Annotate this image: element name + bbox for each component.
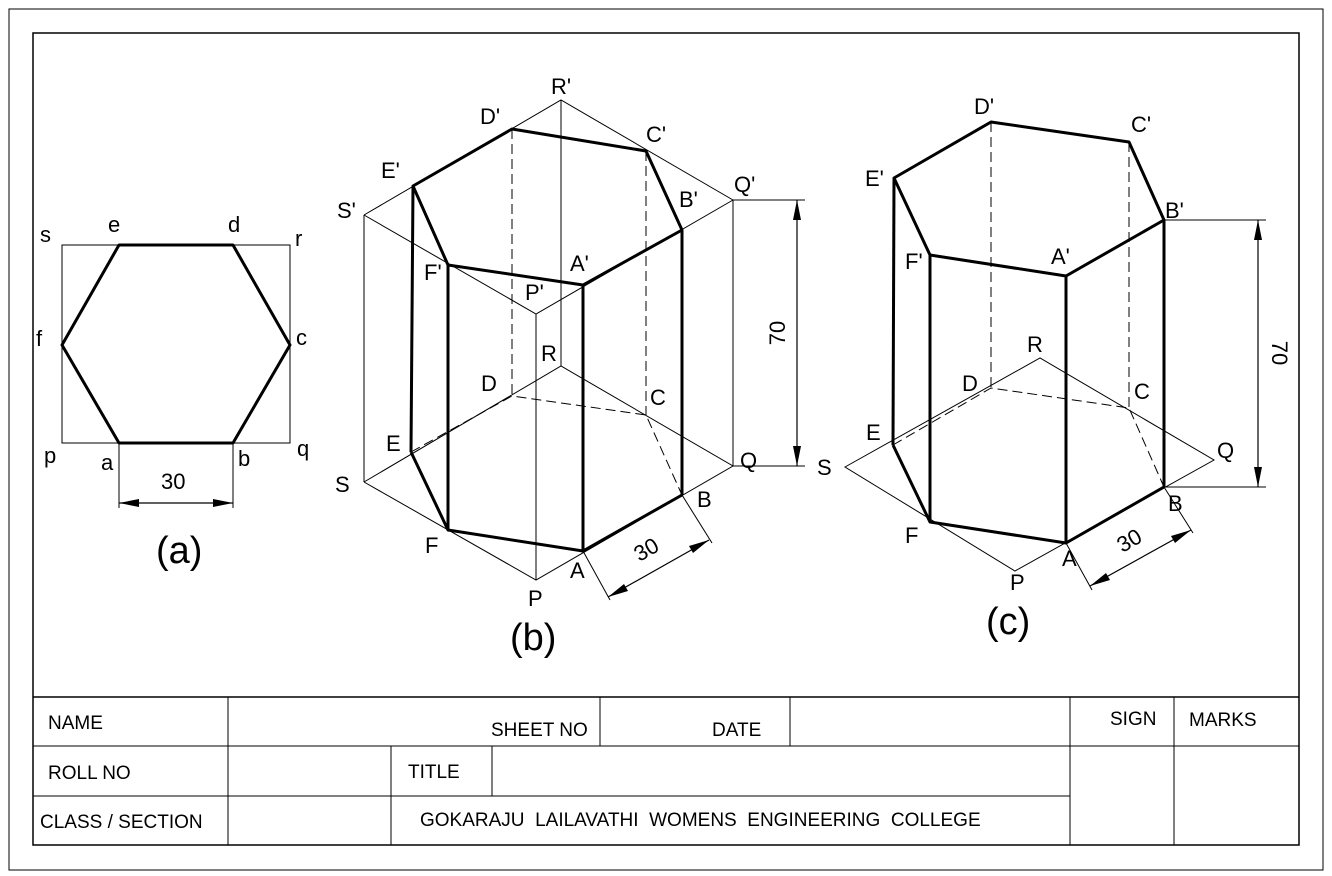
figure-b-prism-isometric-with-box: 70 30 R' D' C' E' Q' B' S' F' A' P' R D … [335, 74, 805, 659]
label-A: A [1062, 546, 1077, 571]
label-R-prime: R' [551, 74, 571, 99]
label-C-prime: C' [646, 122, 666, 147]
title-label: TITLE [408, 762, 460, 783]
label-r: r [295, 226, 302, 251]
label-D: D [962, 371, 978, 396]
label-A-prime: A' [1051, 244, 1070, 269]
sheet-no-label: SHEET NO [491, 720, 588, 741]
outer-border [8, 8, 1324, 871]
label-d: d [228, 212, 240, 237]
label-Q-prime: Q' [734, 172, 755, 197]
side-dimension-30: 30 [1112, 524, 1146, 558]
label-p: p [44, 443, 56, 468]
caption-b: (b) [510, 617, 556, 659]
dimension-30: 30 [161, 469, 185, 494]
height-dimension-70: 70 [765, 321, 790, 345]
caption-a: (a) [156, 530, 202, 572]
label-E-prime: E' [865, 166, 884, 191]
label-A: A [570, 558, 585, 583]
label-B-prime: B' [679, 187, 698, 212]
side-dimension-30: 30 [629, 533, 663, 567]
label-D: D [481, 371, 497, 396]
label-A-prime: A' [570, 251, 589, 276]
label-s: s [40, 222, 51, 247]
height-dimension-70: 70 [1267, 341, 1292, 365]
label-Q: Q [1217, 438, 1234, 463]
label-E-prime: E' [381, 158, 400, 183]
marks-label: MARKS [1189, 710, 1257, 731]
label-C: C [650, 385, 666, 410]
label-F: F [425, 533, 438, 558]
label-a: a [101, 450, 114, 475]
date-label: DATE [712, 720, 761, 741]
college-name: GOKARAJU LAILAVATHI WOMENS ENGINEERING C… [420, 810, 981, 831]
sign-label: SIGN [1110, 709, 1156, 730]
figure-c-prism-isometric: 70 30 D' C' E' B' F' A' R D C E Q S B F … [817, 94, 1292, 643]
label-b: b [238, 446, 250, 471]
label-P: P [528, 586, 543, 611]
label-D-prime: D' [974, 94, 994, 119]
label-B-prime: B' [1165, 198, 1184, 223]
label-q: q [297, 436, 309, 461]
label-S: S [817, 455, 832, 480]
label-Q: Q [740, 448, 757, 473]
label-R: R [541, 341, 557, 366]
label-P-prime: P' [525, 280, 544, 305]
label-B: B [697, 487, 712, 512]
label-f: f [36, 326, 43, 351]
title-block: NAME SHEET NO DATE SIGN MARKS ROLL NO TI… [33, 696, 1299, 845]
label-R: R [1027, 332, 1043, 357]
label-c: c [296, 325, 307, 350]
label-P: P [1010, 570, 1025, 595]
label-E: E [386, 431, 401, 456]
label-D-prime: D' [480, 104, 500, 129]
label-S-prime: S' [337, 198, 356, 223]
label-F: F [905, 523, 918, 548]
name-label: NAME [48, 713, 103, 734]
label-F-prime: F' [424, 260, 442, 285]
figure-a-hexagon-top-view: s e d r f c p a b q 30 (a) [36, 212, 309, 572]
caption-c: (c) [986, 601, 1030, 643]
label-C-prime: C' [1131, 112, 1151, 137]
label-E: E [866, 420, 881, 445]
class-section-label: CLASS / SECTION [40, 812, 203, 833]
inner-border [32, 32, 1300, 846]
roll-no-label: ROLL NO [48, 763, 131, 784]
label-C: C [1134, 379, 1150, 404]
label-S: S [335, 472, 350, 497]
label-e: e [108, 212, 120, 237]
label-B: B [1168, 491, 1183, 516]
label-F-prime: F' [905, 249, 923, 274]
